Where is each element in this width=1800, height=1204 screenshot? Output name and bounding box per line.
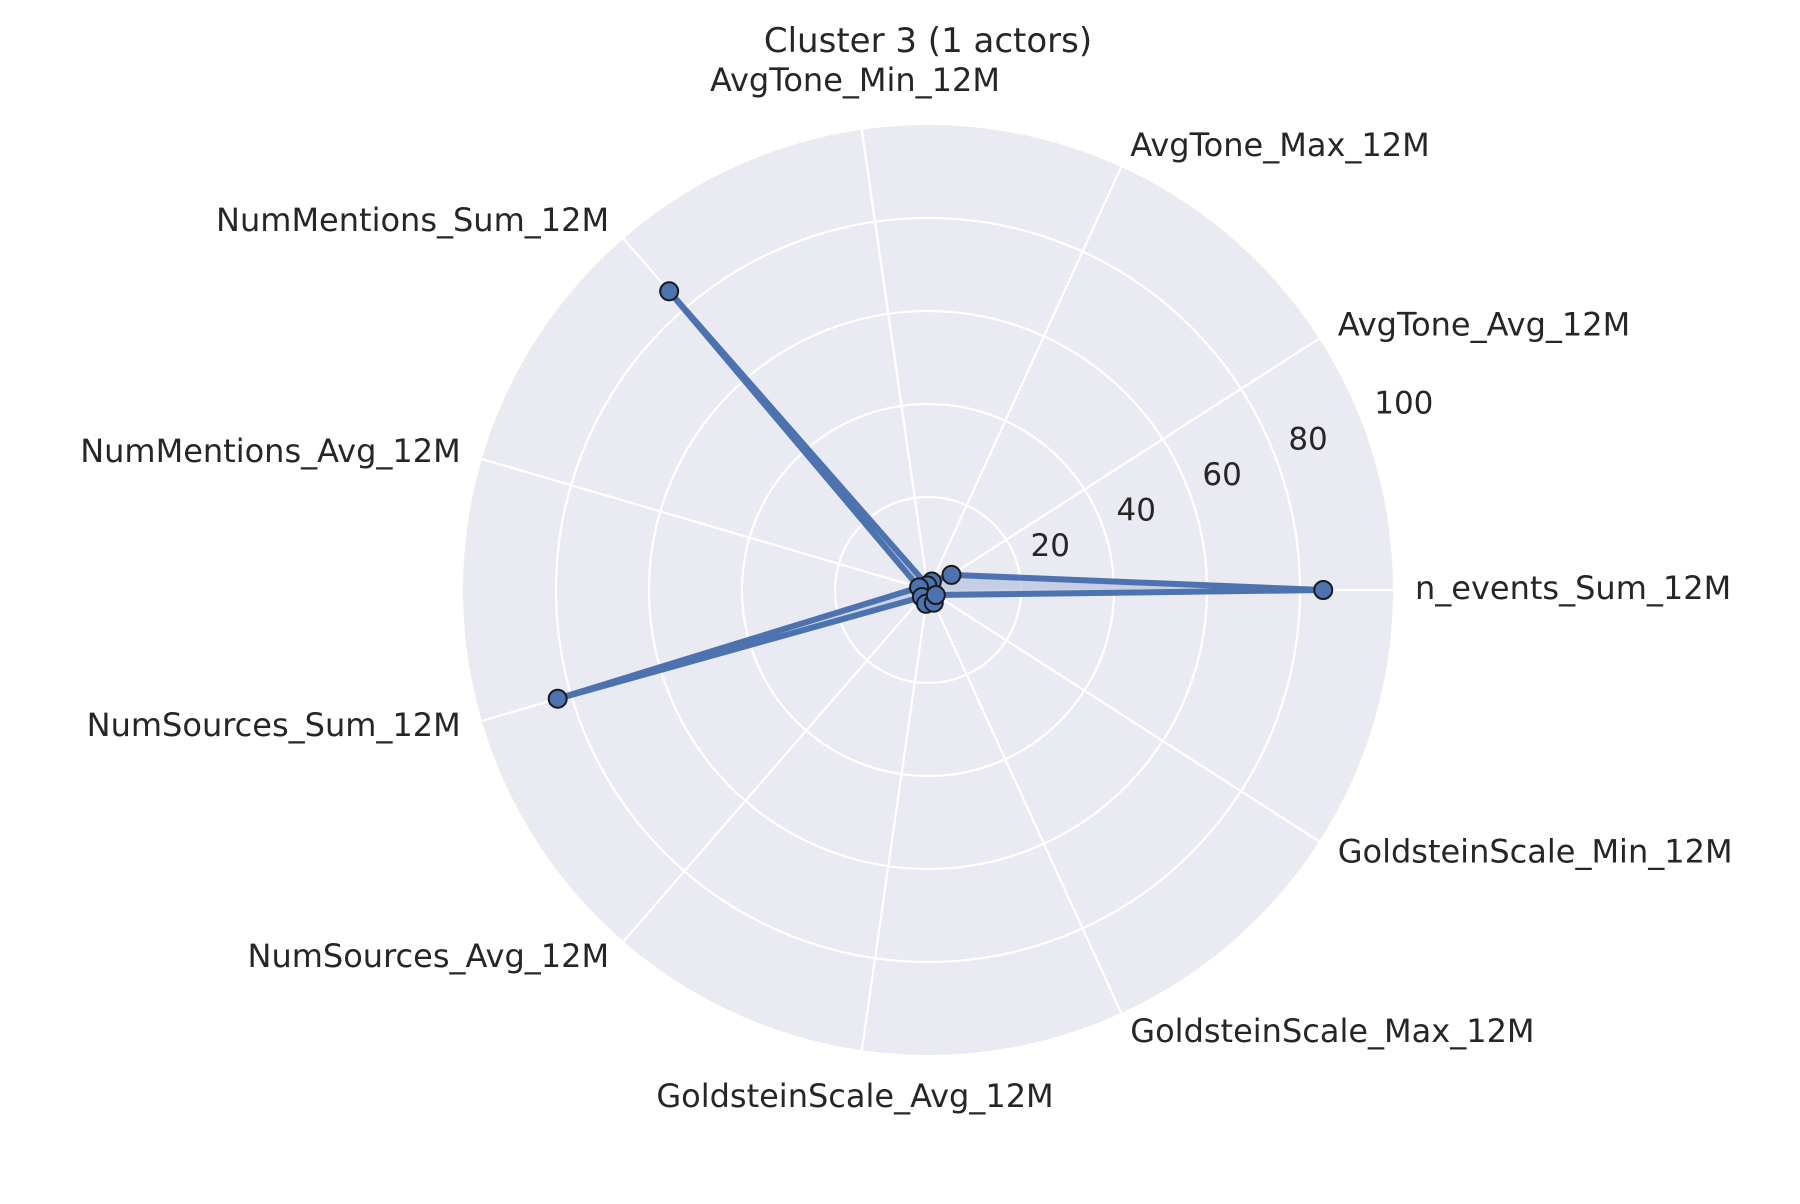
grid-spoke — [481, 457, 929, 592]
axis-label: NumSources_Sum_12M — [87, 706, 461, 744]
axis-label: NumSources_Avg_12M — [248, 937, 610, 975]
radial-tick-label: 20 — [1031, 528, 1070, 564]
grid-spoke — [860, 129, 930, 591]
axis-label: GoldsteinScale_Avg_12M — [656, 1077, 1053, 1115]
radial-tick-labels: 20 40 60 80 100 — [1031, 386, 1434, 564]
axis-label: AvgTone_Min_12M — [710, 61, 1000, 99]
grid-spoke — [860, 589, 930, 1051]
radial-tick-label: 100 — [1374, 386, 1433, 422]
grid-spoke — [622, 589, 929, 943]
axis-label: GoldsteinScale_Min_12M — [1338, 832, 1733, 870]
axis-label: AvgTone_Max_12M — [1130, 126, 1429, 164]
radial-tick-label: 40 — [1116, 492, 1155, 528]
axis-label: GoldsteinScale_Max_12M — [1130, 1012, 1534, 1050]
grid-spoke — [926, 166, 1123, 591]
data-point-n_events_Sum_12M — [1313, 580, 1334, 600]
grid-spoke — [927, 589, 1320, 843]
radial-tick-label: 80 — [1288, 421, 1327, 457]
grid-spoke — [927, 337, 1320, 591]
axis-labels: n_events_Sum_12M AvgTone_Avg_12M AvgTone_M… — [80, 61, 1732, 1115]
data-point-GoldsteinScale_Min_12M — [925, 585, 946, 606]
grid-spoke — [926, 589, 1123, 1014]
data-point-NumMentions_Sum_12M — [659, 281, 680, 302]
axis-label: n_events_Sum_12M — [1415, 569, 1731, 607]
axis-label: AvgTone_Avg_12M — [1338, 306, 1631, 344]
axis-label: NumMentions_Sum_12M — [216, 201, 609, 239]
data-point-NumSources_Sum_12M — [547, 688, 568, 709]
chart-title: Cluster 3 (1 actors) — [764, 21, 1092, 61]
radial-tick-label: 60 — [1202, 457, 1241, 493]
series-layer — [547, 281, 1334, 709]
data-point-AvgTone_Avg_12M — [941, 564, 962, 585]
axis-label: NumMentions_Avg_12M — [80, 432, 461, 470]
